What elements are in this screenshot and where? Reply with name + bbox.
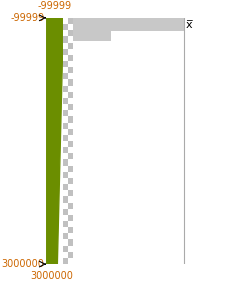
- Bar: [64, 129, 68, 135]
- Bar: [64, 233, 68, 239]
- Bar: [64, 172, 68, 178]
- Bar: [64, 135, 68, 141]
- Bar: [68, 172, 72, 178]
- Bar: [64, 141, 68, 147]
- Bar: [64, 73, 68, 80]
- Bar: [64, 252, 68, 258]
- Bar: [68, 196, 72, 202]
- Bar: [64, 159, 68, 166]
- Bar: [68, 104, 72, 110]
- Bar: [68, 129, 72, 135]
- Polygon shape: [46, 18, 64, 264]
- Bar: [68, 246, 72, 252]
- Bar: [68, 215, 72, 221]
- Bar: [68, 141, 72, 147]
- Bar: [64, 166, 68, 172]
- Bar: [68, 55, 72, 61]
- Bar: [68, 24, 72, 30]
- Bar: [68, 116, 72, 123]
- Text: 3000000: 3000000: [30, 272, 73, 281]
- Bar: [68, 147, 72, 153]
- Bar: [68, 92, 72, 98]
- Bar: [64, 80, 68, 86]
- Bar: [64, 36, 68, 43]
- Bar: [68, 202, 72, 209]
- Bar: [68, 159, 72, 166]
- Bar: [68, 61, 72, 67]
- Bar: [64, 110, 68, 116]
- Bar: [68, 227, 72, 233]
- Bar: [68, 252, 72, 258]
- Bar: [68, 67, 72, 73]
- Bar: [64, 153, 68, 159]
- Bar: [64, 178, 68, 184]
- Bar: [68, 209, 72, 215]
- Bar: [64, 147, 68, 153]
- Bar: [68, 86, 72, 92]
- Bar: [64, 123, 68, 129]
- Bar: [64, 202, 68, 209]
- Bar: [68, 178, 72, 184]
- Bar: [64, 67, 68, 73]
- Bar: [64, 196, 68, 202]
- Bar: [68, 258, 72, 264]
- Text: -99999: -99999: [10, 13, 44, 23]
- Bar: [72, 32, 111, 41]
- Bar: [64, 239, 68, 246]
- Bar: [64, 227, 68, 233]
- Bar: [64, 49, 68, 55]
- Bar: [64, 116, 68, 123]
- Bar: [64, 184, 68, 190]
- Bar: [68, 49, 72, 55]
- Bar: [64, 24, 68, 30]
- Bar: [64, 43, 68, 49]
- Bar: [64, 104, 68, 110]
- Bar: [64, 30, 68, 36]
- Text: 3000000: 3000000: [1, 259, 44, 269]
- Text: x̅: x̅: [186, 20, 192, 30]
- Bar: [68, 80, 72, 86]
- Bar: [68, 123, 72, 129]
- Bar: [68, 166, 72, 172]
- Bar: [68, 153, 72, 159]
- Bar: [64, 258, 68, 264]
- Text: -99999: -99999: [38, 1, 72, 10]
- Bar: [64, 190, 68, 196]
- Bar: [64, 92, 68, 98]
- Bar: [68, 18, 72, 24]
- Bar: [64, 18, 68, 24]
- Bar: [68, 190, 72, 196]
- Bar: [64, 246, 68, 252]
- Bar: [64, 215, 68, 221]
- Bar: [68, 239, 72, 246]
- Bar: [64, 98, 68, 104]
- Bar: [68, 233, 72, 239]
- Bar: [68, 98, 72, 104]
- Bar: [68, 36, 72, 43]
- Bar: [64, 55, 68, 61]
- Bar: [64, 209, 68, 215]
- Bar: [68, 30, 72, 36]
- Bar: [72, 18, 184, 32]
- Bar: [68, 110, 72, 116]
- Bar: [68, 73, 72, 80]
- Bar: [68, 135, 72, 141]
- Bar: [68, 184, 72, 190]
- Bar: [64, 86, 68, 92]
- Bar: [64, 61, 68, 67]
- Bar: [68, 221, 72, 227]
- Bar: [64, 221, 68, 227]
- Bar: [68, 43, 72, 49]
